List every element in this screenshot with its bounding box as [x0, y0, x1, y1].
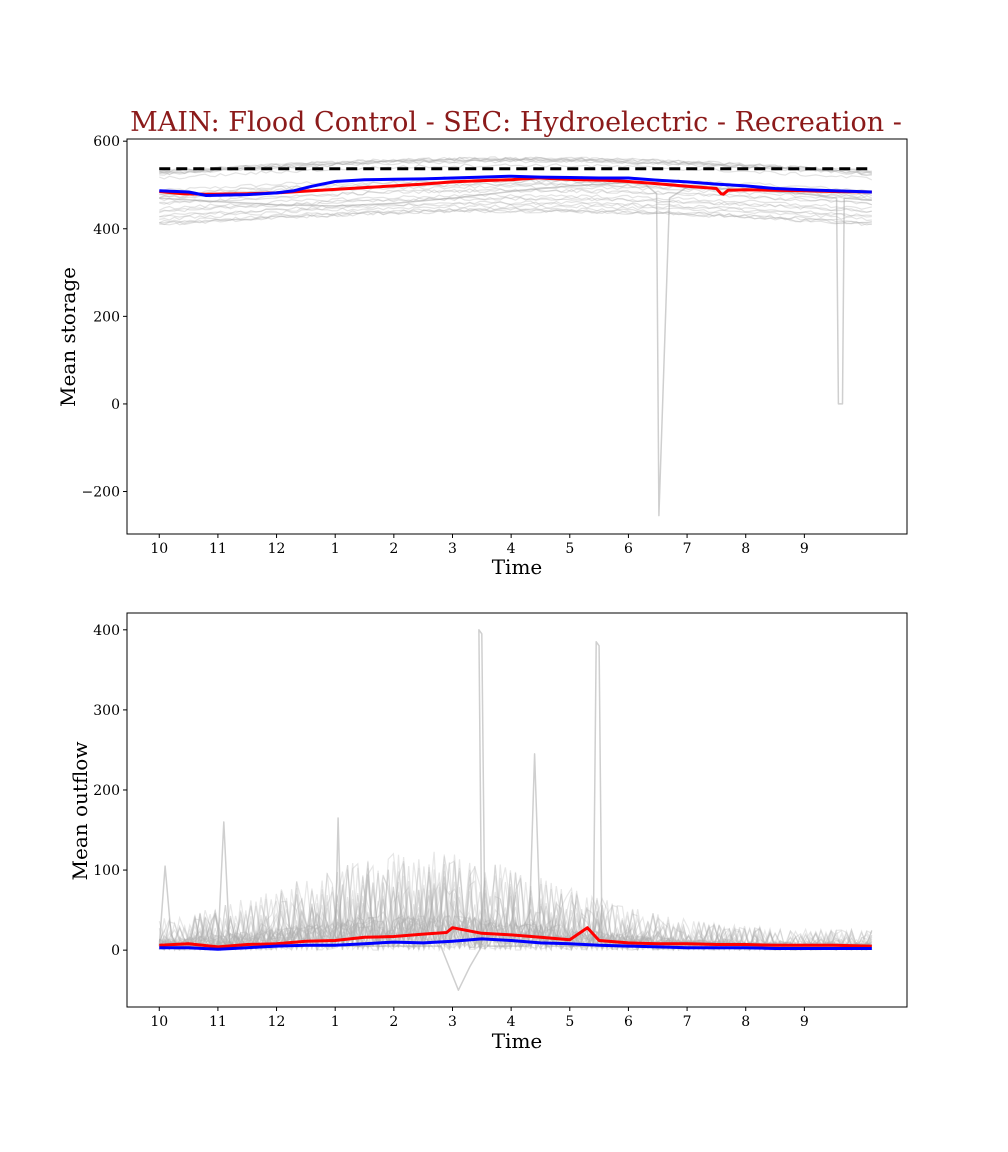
ensemble-trace — [158, 873, 873, 951]
y-tick-label: 200 — [93, 309, 120, 325]
ensemble-trace — [159, 157, 872, 175]
y-tick-label: 400 — [93, 222, 120, 238]
y-axis-label: Mean outflow — [68, 742, 92, 881]
x-tick-label: 7 — [683, 1014, 692, 1030]
ensemble-trace — [158, 871, 872, 953]
ensemble-trace — [159, 157, 872, 175]
x-tick-label: 11 — [209, 1014, 227, 1030]
x-tick-label: 4 — [507, 1014, 516, 1030]
ensemble-trace — [159, 156, 873, 174]
blue-series-line — [159, 174, 872, 197]
ensemble-traces — [159, 156, 873, 227]
ensemble-trace — [159, 861, 873, 952]
y-tick-label: 300 — [93, 703, 120, 719]
y-tick-label: 600 — [93, 134, 120, 150]
x-tick-label: 6 — [624, 541, 633, 557]
x-tick-label: 3 — [448, 541, 457, 557]
y-axis-label: Mean storage — [56, 267, 80, 407]
x-tick-label: 12 — [268, 1014, 286, 1030]
ensemble-spike-line — [158, 629, 872, 991]
ensemble-trace — [159, 209, 872, 226]
ensemble-trace — [158, 851, 873, 952]
y-tick-label: 400 — [93, 623, 120, 639]
ensemble-trace — [158, 860, 873, 952]
x-tick-label: 5 — [565, 1014, 574, 1030]
x-tick-label: 6 — [624, 1014, 633, 1030]
ensemble-trace — [159, 865, 873, 952]
x-tick-label: 10 — [150, 1014, 168, 1030]
ensemble-trace — [159, 206, 872, 224]
y-tick-label: 0 — [111, 943, 120, 959]
ensemble-trace — [159, 207, 872, 226]
x-tick-label: 10 — [150, 541, 168, 557]
x-ticks: 10 11 12 1 2 3 4 5 6 7 8 9 — [150, 1007, 809, 1030]
ensemble-trace — [159, 196, 872, 213]
x-tick-label: 1 — [331, 541, 340, 557]
x-ticks: 10 11 12 1 2 3 4 5 6 7 8 9 — [150, 534, 809, 557]
y-tick-label: −200 — [82, 485, 120, 501]
series-lines — [159, 167, 872, 517]
ensemble-trace — [159, 208, 872, 227]
blue-series-line — [159, 937, 872, 951]
x-tick-label: 1 — [331, 1014, 340, 1030]
y-ticks: 600 400 200 0 −200 — [82, 134, 127, 501]
y-tick-label: 100 — [93, 863, 120, 879]
x-tick-label: 11 — [209, 541, 227, 557]
y-ticks: 400 300 200 100 0 — [93, 623, 127, 959]
ensemble-trace — [159, 158, 872, 176]
ensemble-trace — [158, 866, 873, 952]
ensemble-trace — [158, 852, 873, 952]
x-tick-label: 4 — [507, 541, 516, 557]
x-tick-label: 12 — [268, 541, 286, 557]
x-tick-label: 8 — [741, 541, 750, 557]
x-tick-label: 9 — [800, 541, 809, 557]
chart-title: MAIN: Flood Control - SEC: Hydroelectric… — [130, 107, 902, 138]
ensemble-trace — [159, 865, 872, 953]
x-tick-label: 2 — [389, 1014, 398, 1030]
y-tick-label: 200 — [93, 783, 120, 799]
x-tick-label: 5 — [565, 541, 574, 557]
ensemble-trace — [159, 193, 872, 211]
x-tick-label: 7 — [683, 541, 692, 557]
ensemble-trace — [159, 159, 872, 177]
ensemble-trace — [159, 163, 873, 181]
series-lines — [158, 629, 872, 991]
ensemble-trace — [159, 200, 872, 218]
ensemble-trace — [159, 201, 872, 218]
plot-frame — [126, 612, 908, 1008]
ensemble-trace — [159, 188, 873, 206]
ensemble-trace — [159, 203, 872, 222]
x-tick-label: 3 — [448, 1014, 457, 1030]
red-series-line — [159, 926, 872, 949]
y-tick-label: 0 — [111, 397, 120, 413]
x-tick-label: 2 — [389, 541, 398, 557]
ensemble-trace — [159, 156, 872, 174]
x-axis-label: Time — [492, 555, 543, 579]
ensemble-trace — [158, 878, 873, 952]
x-tick-label: 8 — [741, 1014, 750, 1030]
plot-frame — [126, 138, 908, 535]
ensemble-trace — [159, 196, 872, 214]
x-tick-label: 9 — [800, 1014, 809, 1030]
ensemble-trace — [159, 156, 872, 173]
x-axis-label: Time — [492, 1029, 543, 1053]
ensemble-spike-line — [159, 182, 872, 517]
